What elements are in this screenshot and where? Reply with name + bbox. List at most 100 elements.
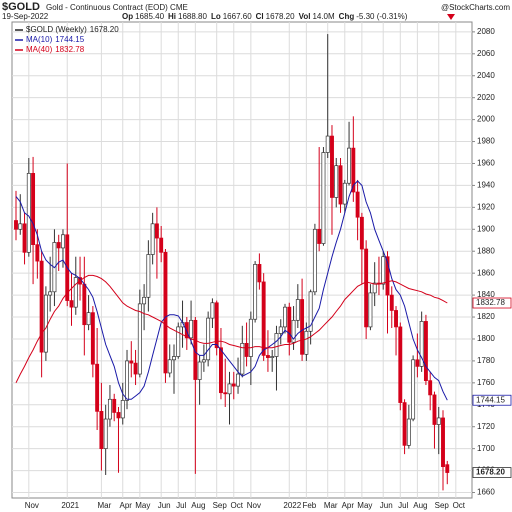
candle-body [22, 223, 27, 253]
candle-body [172, 356, 176, 361]
ma-line [15, 274, 448, 384]
candle-body [253, 264, 258, 320]
candle-body [317, 228, 322, 244]
candle-body [283, 306, 287, 328]
x-tick-label: Sep [213, 501, 228, 510]
candle-body [423, 321, 428, 381]
y-tick-label: 1880 [477, 246, 495, 255]
last-value-label: 1678.20 [476, 468, 505, 477]
quote-value: 14.0M [312, 12, 335, 21]
candle-body [193, 319, 198, 380]
candle-body [240, 343, 245, 375]
x-tick-label: May [357, 501, 372, 510]
candle-body [176, 326, 181, 357]
legend-entry: $GOLD (Weekly) 1678.20 [26, 25, 119, 34]
y-tick-label: 1720 [477, 422, 495, 431]
candle-body [43, 294, 48, 353]
y-tick-label: 2080 [477, 27, 495, 36]
candle-body [26, 173, 31, 253]
quote-value: -5.30 (-0.31%) [356, 12, 407, 21]
candle-body [385, 256, 390, 296]
candle-body [154, 223, 159, 239]
candle-body [146, 254, 151, 298]
x-tick-label: Nov [25, 501, 39, 510]
candle-body [265, 355, 270, 358]
legend-entry: MA(10) 1744.15 [26, 35, 85, 44]
quote-key: Cl [256, 12, 264, 21]
x-tick-label: Jun [380, 501, 393, 510]
candle-body [338, 165, 343, 205]
x-tick-label: Feb [302, 501, 316, 510]
candle-body [445, 464, 450, 473]
candle-body [334, 165, 339, 198]
candle-body [90, 312, 95, 365]
candle-body [342, 182, 347, 205]
candle-body [300, 299, 305, 355]
candle-body [278, 326, 283, 334]
candle-body [355, 191, 360, 218]
candle-body [99, 411, 104, 449]
candle-body [261, 281, 266, 356]
y-tick-label: 2020 [477, 93, 495, 102]
last-value-label: 1832.78 [476, 298, 505, 307]
y-tick-label: 1660 [477, 488, 495, 497]
candle-body [223, 392, 228, 395]
candle-body [411, 359, 416, 420]
quote-value: 1678.20 [266, 12, 295, 21]
candle-body [347, 147, 352, 184]
quote: Op 1685.40 Hi 1688.80 Lo 1667.60 Cl 1678.20 Vol 1… [122, 12, 408, 21]
last-value-box [472, 297, 512, 309]
last-value-box [472, 467, 512, 478]
x-tick-label: Nov [247, 501, 261, 510]
last-value-box [472, 394, 512, 406]
y-tick-label: 1700 [477, 444, 495, 453]
candle-body [69, 300, 74, 308]
candle-body [236, 373, 240, 387]
x-tick-label: 2022 [283, 501, 301, 510]
quote-key: Op [122, 12, 133, 21]
x-tick-label: Aug [413, 501, 427, 510]
candle-body [389, 294, 394, 311]
candle-body [436, 417, 441, 425]
candle-body [14, 220, 18, 230]
quote-key: Chg [339, 12, 355, 21]
quote-value: 1685.40 [135, 12, 164, 21]
y-tick-label: 2040 [477, 71, 495, 80]
x-tick-label: Mar [324, 501, 338, 510]
candle-body [210, 302, 215, 319]
x-tick-label: Oct [231, 501, 244, 510]
y-tick-label: 1920 [477, 202, 495, 211]
legend-value: 1832.78 [55, 45, 84, 54]
candle-body [244, 343, 249, 357]
chart-title: $GOLD [2, 1, 40, 13]
y-tick-label: 1840 [477, 290, 495, 299]
candle-body [95, 363, 100, 412]
quote-key: Lo [211, 12, 221, 21]
candle-body [308, 291, 313, 332]
candle-body [219, 347, 223, 394]
candle-body [163, 251, 168, 374]
x-tick-label: May [135, 501, 150, 510]
candle-body [381, 256, 386, 285]
x-tick-label: Oct [453, 501, 466, 510]
x-tick-label: Aug [191, 501, 205, 510]
candle-body [351, 147, 356, 193]
candle-body [321, 152, 326, 244]
legend-name: $GOLD (Weekly) [26, 25, 87, 34]
last-value-label: 1744.15 [476, 395, 505, 404]
candle-body [419, 321, 424, 367]
candle-body [120, 400, 125, 419]
candle-body [428, 380, 433, 396]
candle-body [73, 277, 78, 308]
candle-body [116, 412, 121, 419]
candle-body [86, 312, 91, 326]
candle-body [48, 291, 53, 296]
quote-key: Hi [168, 12, 176, 21]
candle-body [82, 283, 87, 326]
credit: @StockCharts.com [441, 3, 510, 12]
candle-body [150, 223, 155, 255]
candle-body [257, 264, 262, 283]
candle-body [372, 282, 377, 294]
